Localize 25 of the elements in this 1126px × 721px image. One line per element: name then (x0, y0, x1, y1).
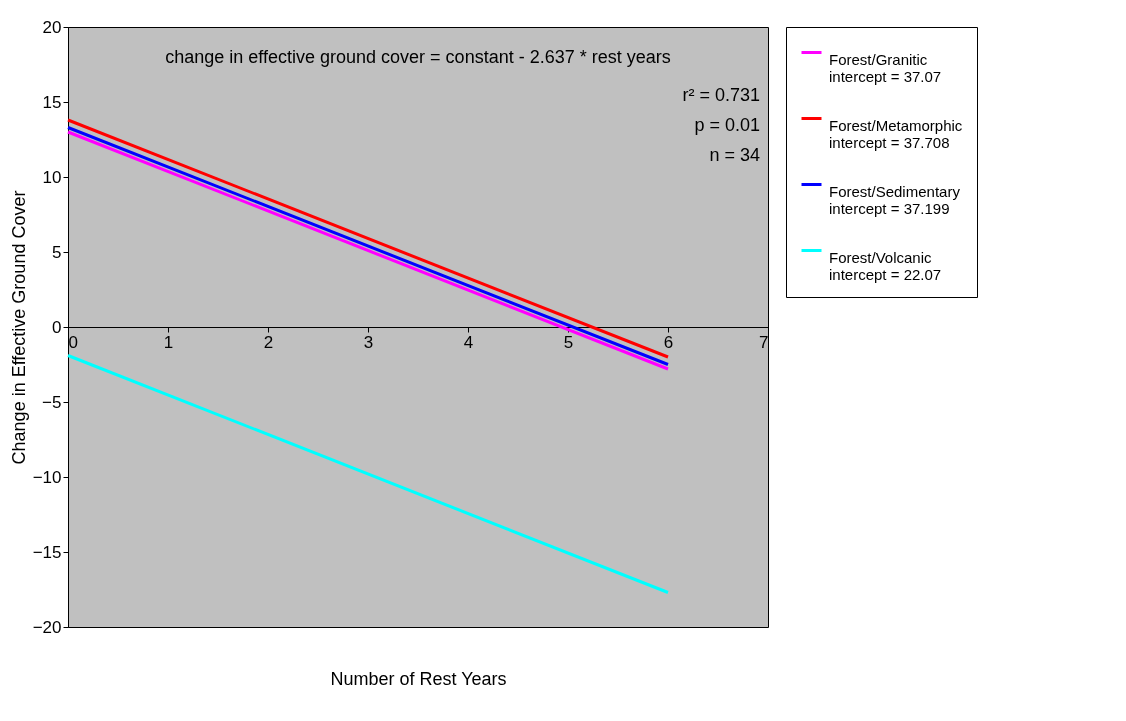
annotation: r² = 0.731 p = 0.01 n = 34 (682, 85, 760, 165)
y-tick-label: −5 (42, 392, 62, 412)
y-tick-label: 15 (42, 92, 62, 112)
legend-label: Forest/Granitic intercept = 37.07 (829, 50, 942, 85)
y-tick-label: 20 (42, 17, 62, 37)
x-tick-label: 3 (363, 332, 374, 352)
y-tick-label: 10 (42, 167, 62, 187)
y-tick-label: 5 (52, 242, 62, 262)
x-tick-label: 4 (463, 332, 474, 352)
x-tick-label: 2 (263, 332, 274, 352)
legend-label: Forest/Volcanic intercept = 22.07 (829, 248, 942, 283)
x-tick-label: 7 (759, 332, 769, 352)
y-tick-label: −20 (32, 617, 62, 637)
y-tick-label: 0 (52, 317, 62, 337)
legend-label: Forest/Sedimentary intercept = 37.199 (829, 182, 961, 217)
x-tick-label: 0 (68, 332, 78, 352)
x-tick-label: 5 (563, 332, 574, 352)
y-tick-label: −10 (32, 467, 62, 487)
x-tick-label: 6 (663, 332, 674, 352)
legend-label: Forest/Metamorphic intercept = 37.708 (829, 116, 963, 151)
y-tick-label: −15 (32, 542, 62, 562)
y-axis-title: Change in Effective Ground Cover (8, 190, 29, 465)
annotation: change in effective ground cover = constant - 2.637 * rest years (165, 47, 671, 67)
x-axis-title: Number of Rest Years (330, 668, 507, 689)
x-tick-label: 1 (163, 332, 174, 352)
